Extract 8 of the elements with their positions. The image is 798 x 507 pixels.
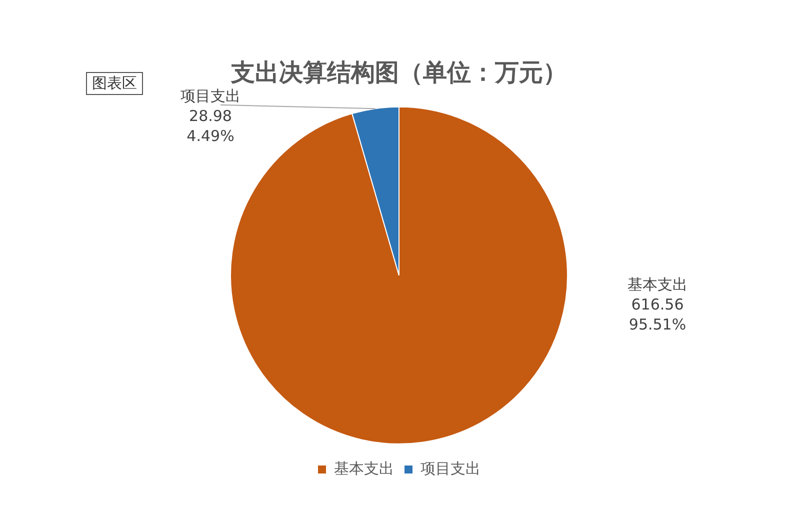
slice-label: 项目支出 — [180, 86, 240, 105]
legend-label: 基本支出 — [334, 459, 394, 478]
legend-label: 项目支出 — [420, 459, 480, 478]
chart-title: 支出决算结构图（单位：万元） — [230, 58, 567, 87]
data-label: 616.56 95.51% — [628, 295, 686, 334]
slice-label: 基本支出 — [628, 275, 688, 294]
data-label: 28.98 4.49% — [186, 106, 234, 145]
text: 图表区 — [86, 72, 143, 95]
